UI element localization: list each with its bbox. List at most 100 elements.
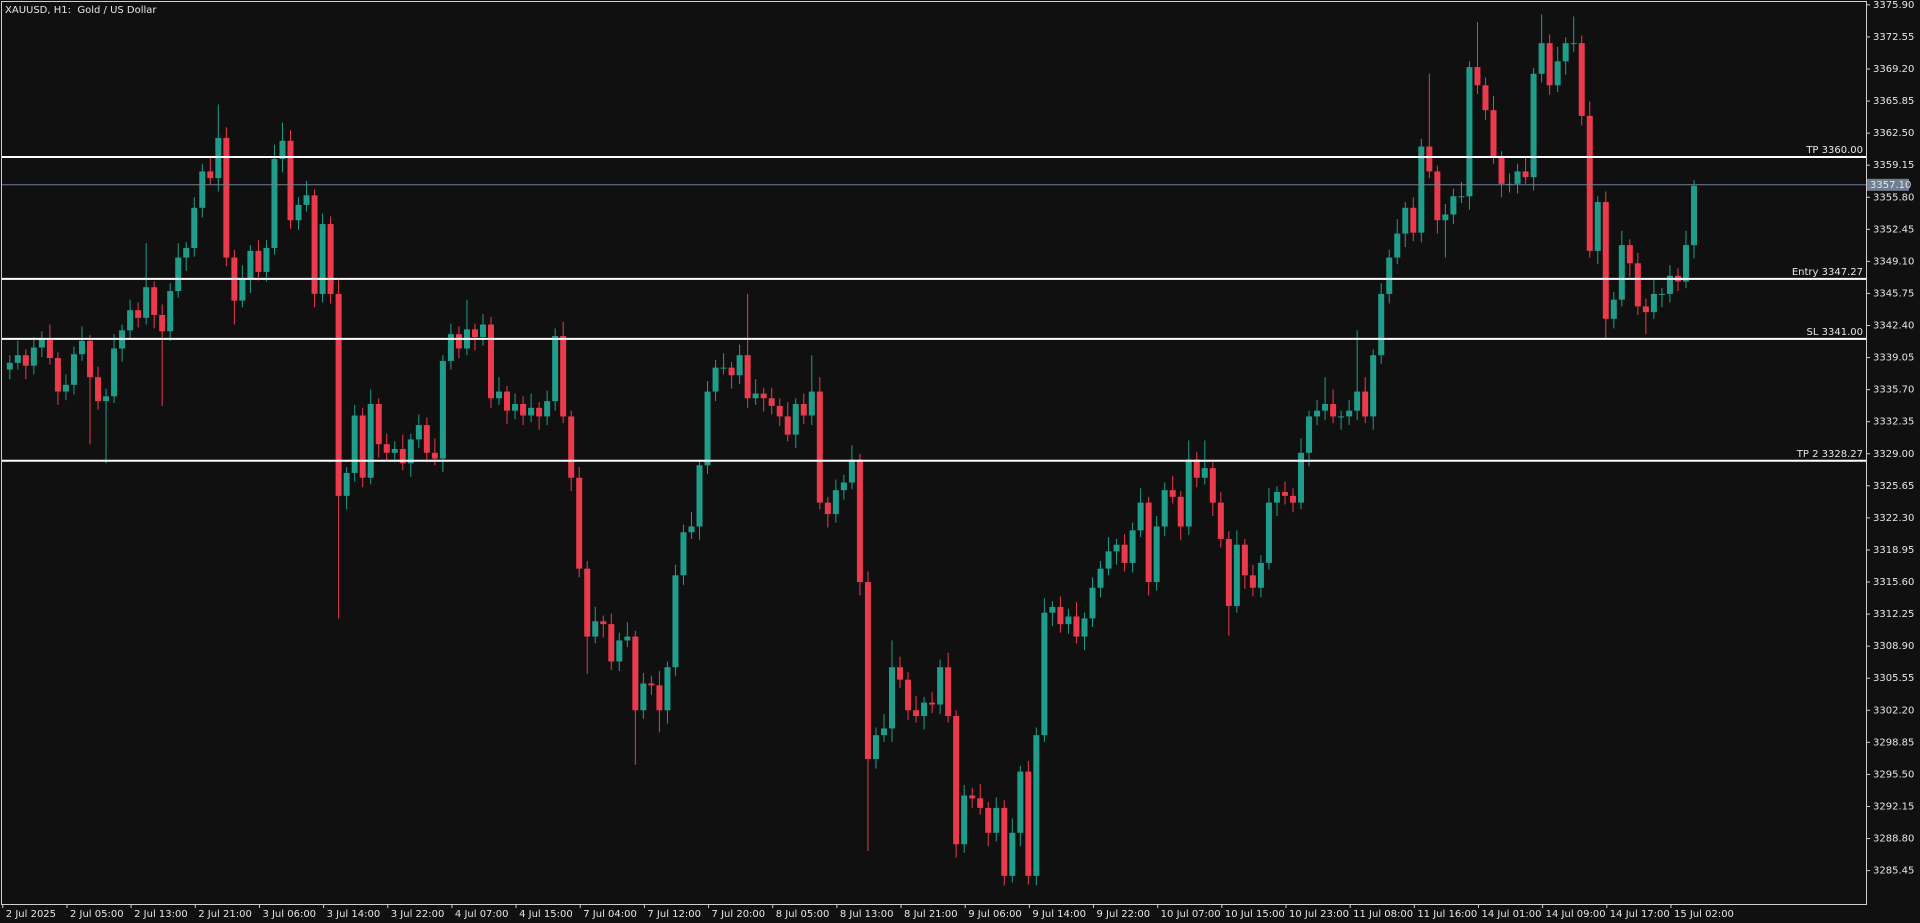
candle-body [175,257,182,292]
y-tick-label: 3285.45 [1873,866,1914,877]
candle-body [1650,293,1657,313]
candle-body [560,336,567,417]
candle-body [848,459,855,483]
candle-body [680,532,687,576]
candle-body [1273,492,1280,503]
candle-body [696,465,703,527]
x-tick-label: 2 Jul 2025 [6,909,56,920]
candle-body [880,728,887,736]
candle-body [688,526,695,533]
x-tick-label: 4 Jul 07:00 [455,909,509,920]
candle-body [447,334,454,361]
candle-body [536,407,543,417]
candle-body [327,224,334,294]
candle-body [1514,171,1521,184]
x-tick-label: 15 Jul 02:00 [1674,909,1734,920]
x-tick-label: 3 Jul 06:00 [262,909,316,920]
x-tick-label: 10 Jul 07:00 [1161,909,1221,920]
candle-body [840,482,847,491]
candle-body [720,367,727,369]
candle-body [191,207,198,248]
candle-body [1057,606,1064,625]
candle-body [872,735,879,760]
candle-body [1065,616,1072,625]
candle-body [167,291,174,332]
candle-body [287,140,294,221]
x-tick-label: 11 Jul 08:00 [1353,909,1413,920]
candle-body [1009,832,1016,876]
candle-body [1338,416,1345,418]
candle-body [1089,587,1096,619]
current-price-label: 3357.10 [1870,180,1911,191]
y-tick-label: 3305.55 [1873,673,1914,684]
candle-body [544,401,551,417]
candle-body [1602,202,1609,319]
candle-body [488,324,494,399]
y-tick-label: 3365.85 [1873,96,1914,107]
candle-body [977,798,984,808]
candle-body [1402,207,1409,234]
candle-body [937,667,944,705]
candle-body [423,425,430,453]
candle-body [1362,391,1369,417]
candle-body [1482,85,1489,111]
x-tick-label: 14 Jul 09:00 [1546,909,1606,920]
candle-body [54,358,61,392]
candle-body [1281,492,1288,496]
y-tick-label: 3375.90 [1873,0,1914,11]
candle-body [255,250,262,272]
candle-body [1129,530,1136,563]
candle-body [1121,544,1128,563]
candle-body [70,354,77,385]
candle-body [1691,185,1697,246]
x-tick-label: 9 Jul 22:00 [1097,909,1151,920]
candle-body [263,247,270,272]
candle-body [496,391,503,399]
candle-body [736,355,743,376]
candle-body [1634,263,1641,307]
candle-body [1201,468,1208,478]
candle-body [624,636,631,641]
candle-body [768,398,775,406]
candle-body [1265,502,1272,563]
candle-body [351,415,358,473]
x-tick-label: 10 Jul 23:00 [1289,909,1349,920]
candle-body [808,391,815,416]
candle-body [1314,410,1321,417]
candle-body [111,348,118,397]
chart-title: XAUUSD, H1: Gold / US Dollar [5,5,157,16]
candle-body [1290,495,1296,503]
candle-body [1025,771,1032,876]
level-label: TP 3360.00 [1805,145,1863,156]
candle-body [520,403,527,416]
y-tick-label: 3315.60 [1873,577,1914,588]
candle-body [247,250,254,280]
candle-body [600,621,607,625]
x-tick-label: 9 Jul 06:00 [968,909,1022,920]
y-tick-label: 3292.15 [1873,801,1914,812]
x-tick-label: 8 Jul 05:00 [776,909,830,920]
candle-body [183,247,190,258]
y-tick-label: 3355.80 [1873,192,1914,203]
candle-body [135,310,142,318]
candle-body [929,702,936,705]
candle-body [1626,245,1633,264]
candle-body [1217,502,1224,539]
candle-body [1257,562,1264,588]
candle-body [407,439,414,464]
x-tick-label: 7 Jul 12:00 [647,909,701,920]
candle-body [1450,196,1457,215]
candle-body [953,716,960,845]
y-tick-label: 3369.20 [1873,64,1914,75]
candle-body [1049,606,1056,613]
y-tick-label: 3345.75 [1873,288,1914,299]
candle-body [608,624,615,662]
x-tick-label: 3 Jul 22:00 [391,909,445,920]
x-tick-label: 4 Jul 15:00 [519,909,573,920]
candle-body [1554,61,1561,86]
candle-body [343,472,350,496]
candle-body [1241,544,1248,576]
candle-body [1354,391,1361,411]
candle-body [271,158,278,248]
